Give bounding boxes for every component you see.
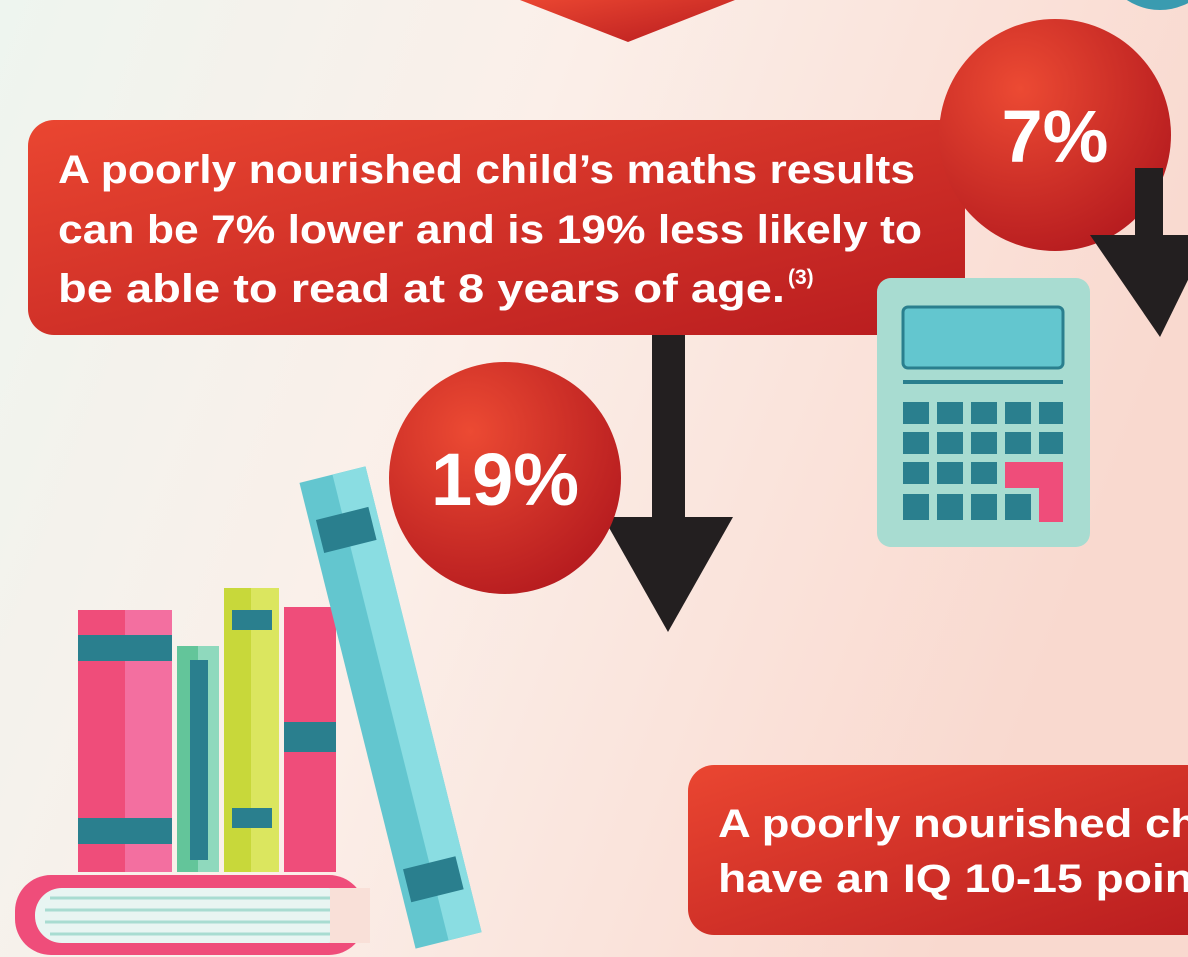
arrow-shaft [652, 335, 685, 520]
main-line: A poorly nourished child’s maths results [58, 148, 915, 192]
infographic: A poorly nourished child’s maths results… [0, 0, 1188, 957]
badge-text: 7% [1002, 95, 1109, 178]
arrow-shaft [1135, 168, 1163, 240]
reference: (3) [788, 266, 814, 289]
bottom-line: A poorly nourished ch [718, 802, 1188, 846]
main-line: be able to read at 8 years of age. [58, 267, 785, 311]
main-line: can be 7% lower and is 19% less likely t… [58, 208, 922, 252]
badge-text: 19% [431, 438, 579, 521]
bottom-line: have an IQ 10-15 poin [718, 857, 1188, 901]
bottom-box [688, 765, 1188, 935]
calculator [877, 278, 1090, 547]
